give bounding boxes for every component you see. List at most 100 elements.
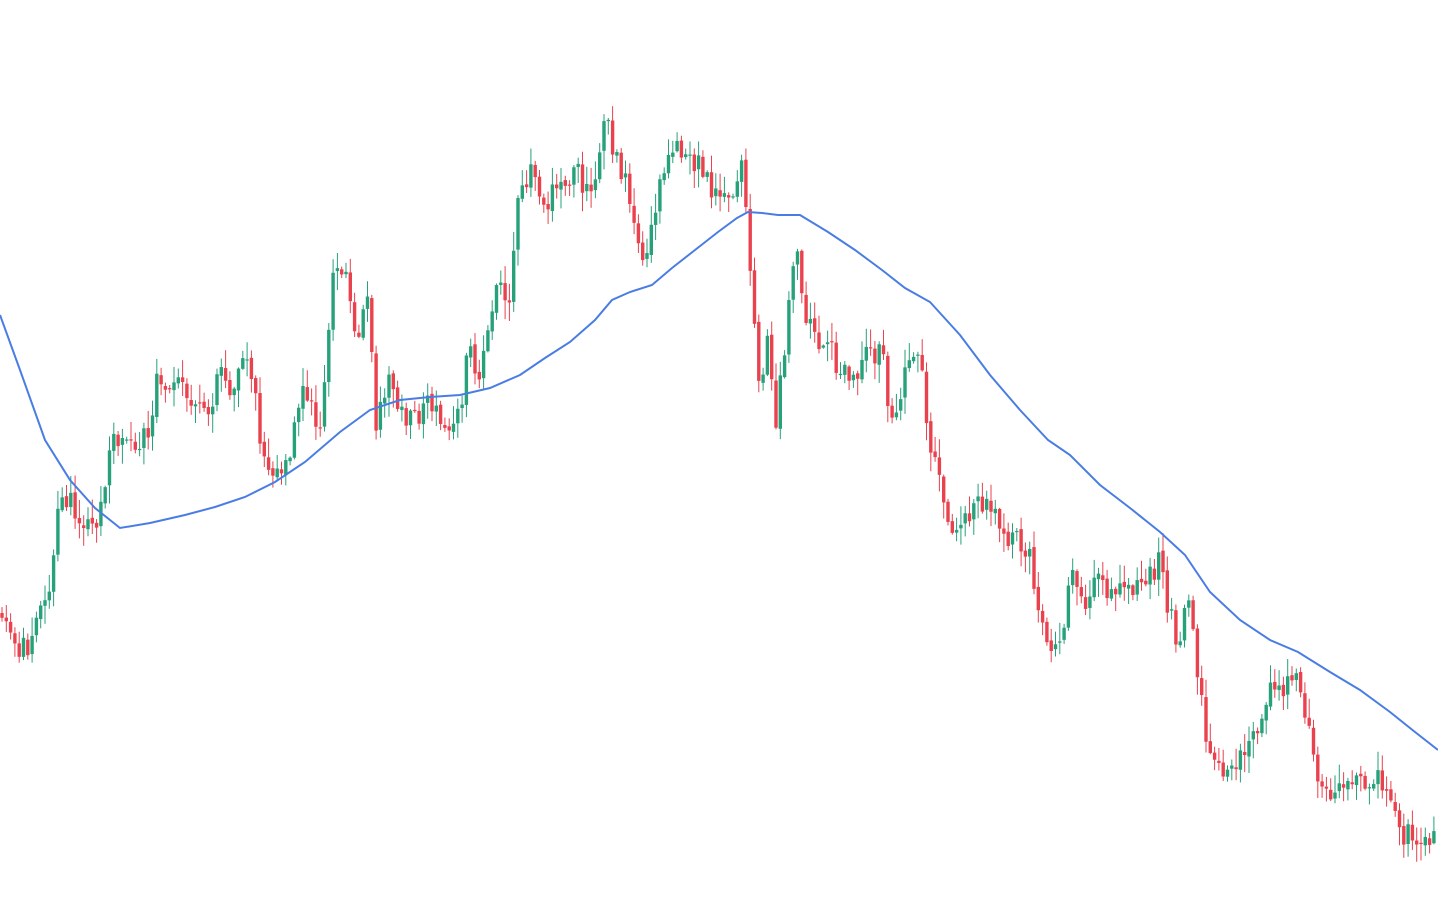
candle-body: [1384, 789, 1389, 791]
candle-body: [653, 212, 658, 225]
candle-body: [641, 242, 645, 261]
candle-body: [1316, 754, 1320, 782]
candle-body: [1019, 529, 1023, 552]
candle-body: [817, 332, 821, 350]
candle-body: [116, 434, 120, 447]
candle-body: [69, 492, 73, 508]
candle-body: [937, 457, 942, 475]
candle-body: [1036, 586, 1040, 611]
candle-body: [542, 197, 546, 205]
candle-body: [361, 309, 365, 338]
candle-body: [1118, 583, 1122, 595]
candle-body: [997, 508, 1002, 529]
candle-body: [26, 639, 30, 656]
candle-body: [585, 183, 589, 192]
candle-body: [770, 334, 774, 380]
candle-body: [503, 283, 507, 301]
candle-body: [847, 366, 851, 381]
candle-body: [959, 524, 963, 529]
candle-body: [529, 164, 533, 188]
candle-body: [1286, 676, 1290, 695]
candle-body: [821, 345, 825, 348]
candle-body: [1092, 577, 1096, 598]
candle-body: [340, 269, 344, 275]
candle-body: [73, 492, 77, 519]
candle-body: [447, 426, 451, 431]
candle-body: [13, 633, 17, 644]
candle-body: [1273, 681, 1277, 690]
candle-body: [64, 496, 69, 508]
candle-body: [778, 375, 782, 429]
candle-body: [1397, 810, 1402, 828]
candle-body: [236, 368, 241, 391]
candle-body: [1049, 640, 1053, 651]
candle-body: [8, 621, 13, 633]
candle-body: [1298, 672, 1303, 693]
candle-body: [155, 373, 159, 417]
candle-body: [576, 163, 580, 168]
candle-body: [864, 346, 868, 361]
candle-body: [1148, 566, 1152, 585]
candle-body: [688, 154, 692, 156]
candle-body: [469, 346, 473, 358]
candle-body: [744, 159, 748, 208]
candle-body: [1432, 831, 1436, 844]
candle-body: [400, 406, 404, 411]
candle-body: [533, 164, 537, 178]
candle-body: [499, 282, 503, 285]
candle-body: [77, 518, 82, 524]
candle-body: [395, 387, 400, 409]
candle-body: [593, 179, 598, 191]
candle-body: [512, 250, 516, 302]
candle-body: [1066, 585, 1071, 628]
candle-body: [434, 405, 438, 412]
candle-body: [572, 167, 576, 185]
candle-body: [899, 399, 903, 411]
candle-body: [1114, 588, 1118, 595]
candle-body: [490, 311, 494, 332]
candle-body: [4, 617, 8, 622]
candle-body: [628, 173, 632, 204]
candle-body: [481, 350, 486, 379]
candle-body: [464, 355, 469, 405]
candle-body: [365, 296, 370, 309]
candle-body: [1040, 610, 1045, 623]
candle-body: [619, 152, 623, 180]
candle-body: [1268, 682, 1273, 707]
candle-body: [701, 156, 705, 177]
candle-body: [456, 408, 460, 424]
candle-body: [507, 300, 512, 303]
candle-body: [1096, 573, 1101, 580]
candle-body: [894, 412, 899, 418]
candle-body: [1212, 752, 1217, 760]
candle-body: [679, 140, 684, 158]
candle-body: [972, 503, 976, 520]
candle-body: [34, 617, 39, 636]
candle-body: [1251, 731, 1255, 740]
candle-body: [1290, 675, 1294, 681]
candle-body: [477, 371, 481, 380]
candle-body: [1126, 584, 1131, 589]
candle-body: [254, 378, 258, 394]
candle-body: [335, 268, 340, 272]
candle-body: [1015, 530, 1019, 533]
candle-body: [168, 388, 172, 390]
candle-body: [1058, 641, 1062, 643]
candle-body: [21, 637, 26, 657]
candle-body: [241, 358, 245, 369]
candle-body: [524, 184, 529, 188]
candle-body: [107, 450, 112, 486]
candle-body: [598, 152, 602, 180]
candle-body: [1406, 824, 1410, 845]
candle-body: [374, 353, 378, 431]
candle-body: [658, 179, 662, 212]
candle-body: [1191, 600, 1195, 630]
candle-body: [1294, 673, 1298, 681]
candle-body: [198, 402, 202, 404]
candle-body: [60, 497, 64, 511]
candle-body: [1255, 730, 1260, 734]
candle-body: [327, 329, 331, 382]
candle-body: [752, 270, 757, 324]
